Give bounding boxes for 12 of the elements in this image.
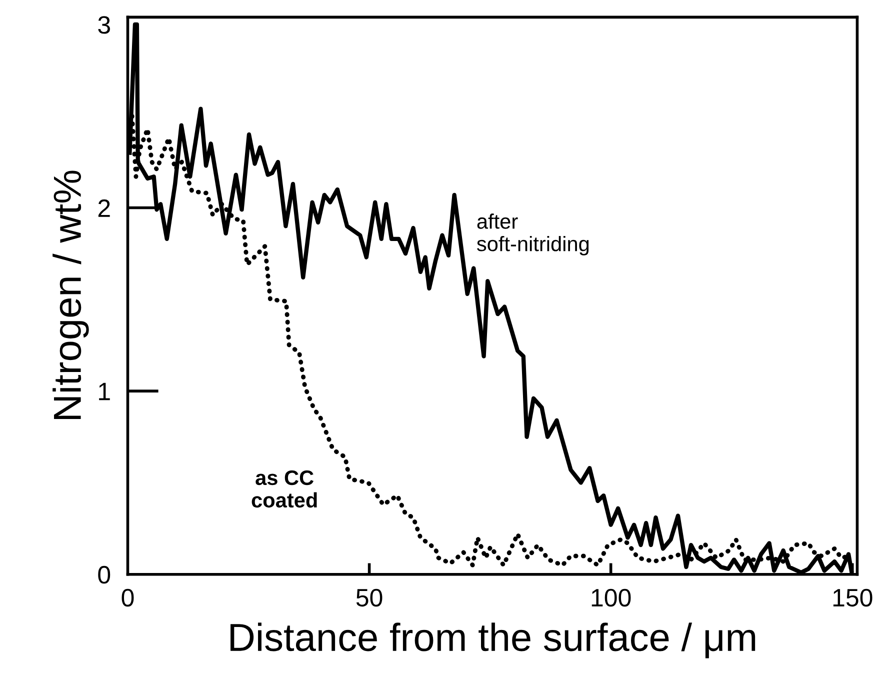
x-tick-label: 50 <box>356 588 382 607</box>
y-tick-label: 0 <box>98 566 110 584</box>
y-axis-title: Nitrogen / wt% <box>52 170 89 419</box>
annotation: after soft-nitriding <box>477 214 589 256</box>
y-tick-label: 2 <box>98 199 110 217</box>
x-tick-label: 150 <box>833 588 872 607</box>
x-tick-label: 0 <box>122 588 134 607</box>
y-tick-label: 3 <box>98 16 110 34</box>
x-axis-title: Distance from the surface / μm <box>230 622 756 658</box>
x-tick-label: 100 <box>592 588 631 607</box>
annotation: as CC coated <box>252 470 317 508</box>
y-tick-label: 1 <box>99 382 110 400</box>
